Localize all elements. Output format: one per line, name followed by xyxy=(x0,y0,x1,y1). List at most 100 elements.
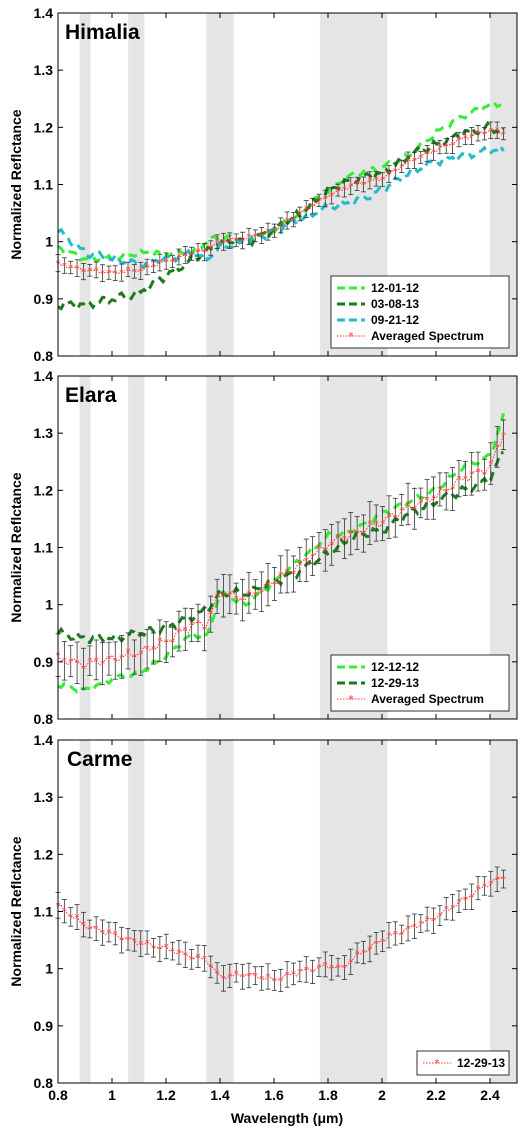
data-point: * xyxy=(259,231,264,242)
data-point: * xyxy=(342,534,347,545)
data-point: * xyxy=(227,590,232,601)
legend-label: 12-29-13 xyxy=(371,676,419,690)
data-point: * xyxy=(406,500,411,511)
data-point: * xyxy=(240,596,245,607)
x-tick-label: 0.8 xyxy=(48,1087,68,1103)
data-point: * xyxy=(323,546,328,557)
data-point: * xyxy=(374,174,379,185)
data-point: * xyxy=(329,191,334,202)
legend-label: 12-01-12 xyxy=(371,281,419,295)
legend-item-averaged-spectrum: * Averaged Spectrum xyxy=(337,329,484,343)
data-point: * xyxy=(227,236,232,247)
y-tick-label: 0.8 xyxy=(34,348,54,364)
legend-marker: * xyxy=(348,330,354,343)
data-point: * xyxy=(183,950,188,961)
x-tick-label: 2.4 xyxy=(480,1087,500,1103)
data-point: * xyxy=(157,636,162,647)
legend: * 12-29-13 xyxy=(416,1050,510,1076)
data-point: * xyxy=(304,965,309,976)
data-point: * xyxy=(476,884,481,895)
y-tick-label: 0.9 xyxy=(34,654,54,670)
data-point: * xyxy=(488,126,493,137)
data-point: * xyxy=(259,587,264,598)
data-point: * xyxy=(196,952,201,963)
panel-carme: *** ** * * * * ** * * * * * * * * * * * * *** * * * * * * * * * ** * * *… xyxy=(8,732,518,1103)
legend-marker: * xyxy=(348,693,354,706)
data-point: * xyxy=(386,170,391,181)
data-point: * xyxy=(361,529,366,540)
data-point: * xyxy=(386,513,391,524)
data-point: * xyxy=(119,936,124,947)
data-point: * xyxy=(68,657,73,668)
data-point: * xyxy=(68,263,73,274)
data-point: * xyxy=(482,129,487,140)
data-point: * xyxy=(361,948,366,959)
data-point: * xyxy=(221,591,226,602)
shaded-band-1 xyxy=(79,13,91,356)
data-point: * xyxy=(304,205,309,216)
data-point: * xyxy=(164,257,169,268)
y-tick-label: 1.2 xyxy=(34,846,54,862)
data-point: * xyxy=(87,266,92,277)
data-point: * xyxy=(469,131,474,142)
data-point: * xyxy=(297,967,302,978)
data-point: * xyxy=(431,494,436,505)
shaded-band-2 xyxy=(128,376,145,719)
data-point: * xyxy=(425,149,430,160)
shaded-band-2 xyxy=(128,13,145,356)
data-point: * xyxy=(106,654,111,665)
data-point: * xyxy=(444,487,449,498)
data-point: * xyxy=(291,569,296,580)
data-point: * xyxy=(196,618,201,629)
y-tick-label: 1 xyxy=(45,597,53,613)
data-point: * xyxy=(380,937,385,948)
data-point: * xyxy=(431,147,436,158)
data-point: * xyxy=(94,924,99,935)
data-point: * xyxy=(406,156,411,167)
data-point: * xyxy=(456,474,461,485)
data-point: * xyxy=(75,264,80,275)
data-point: * xyxy=(234,594,239,605)
data-point: * xyxy=(393,929,398,940)
y-axis-label: Normalized Reflctance xyxy=(8,109,24,259)
legend-label: 09-21-12 xyxy=(371,313,419,327)
data-point: * xyxy=(68,912,73,923)
data-point: * xyxy=(176,627,181,638)
data-point: * xyxy=(380,519,385,530)
panel-title: Himalia xyxy=(65,21,140,44)
data-point: * xyxy=(482,470,487,481)
data-point: * xyxy=(266,580,271,591)
series-averaged-spectrum: ****************************************… xyxy=(55,419,506,690)
data-point: * xyxy=(202,248,207,259)
data-point: * xyxy=(291,215,296,226)
data-point: * xyxy=(266,227,271,238)
data-point: * xyxy=(208,962,213,973)
data-point: * xyxy=(145,938,150,949)
data-point: * xyxy=(336,963,341,974)
data-point: * xyxy=(183,250,188,261)
data-point: * xyxy=(437,143,442,154)
data-point: * xyxy=(189,955,194,966)
data-point: * xyxy=(450,485,455,496)
legend-label: 12-29-13 xyxy=(457,1056,505,1070)
data-point: * xyxy=(234,236,239,247)
y-tick-label: 1.1 xyxy=(34,904,54,920)
legend-marker: * xyxy=(434,1057,440,1070)
data-point: * xyxy=(253,590,258,601)
data-point: * xyxy=(240,236,245,247)
data-point: * xyxy=(297,209,302,220)
data-point: * xyxy=(367,944,372,955)
data-point: * xyxy=(488,879,493,890)
data-point: * xyxy=(336,186,341,197)
data-point: * xyxy=(87,924,92,935)
y-tick-label: 1.1 xyxy=(34,540,54,556)
y-tick-label: 0.8 xyxy=(34,711,54,727)
data-point: * xyxy=(278,976,283,987)
data-point: * xyxy=(291,969,296,980)
data-point: * xyxy=(431,916,436,927)
data-point: * xyxy=(113,929,118,940)
data-point: * xyxy=(240,972,245,983)
data-point: * xyxy=(170,638,175,649)
data-point: * xyxy=(336,532,341,543)
data-point: * xyxy=(450,903,455,914)
